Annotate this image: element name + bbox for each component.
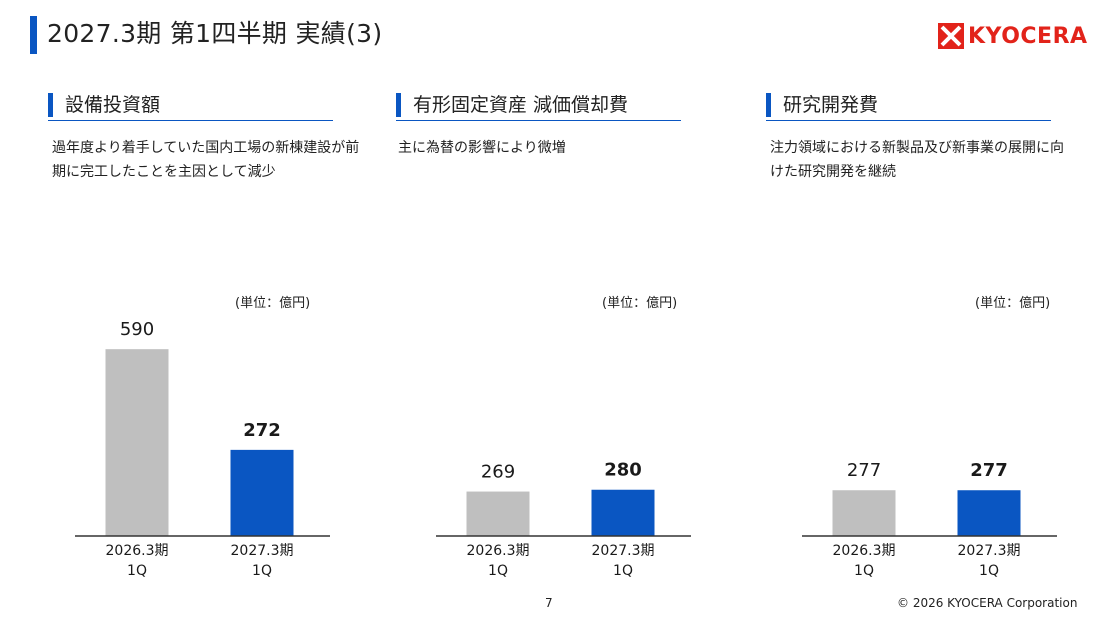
section-description-capex: 過年度より着手していた国内工場の新棟建設が前期に完工したことを主因として減少 xyxy=(52,140,360,180)
chart-depreciation: 269 2026.3期 1Q 280 2027.3期 1Q xyxy=(436,460,691,579)
copyright: © 2026 KYOCERA Corporation xyxy=(897,596,1078,610)
unit-label-capex: (単位：億円) xyxy=(235,296,311,311)
unit-label-depreciation: (単位：億円) xyxy=(602,296,678,311)
section-header-rnd: 研究開発費 xyxy=(766,90,1051,121)
category-label: 1Q xyxy=(854,563,874,579)
category-label: 1Q xyxy=(613,563,633,579)
category-label: 2026.3期 xyxy=(467,543,530,559)
title-accent-bar xyxy=(30,16,37,54)
section-title-capex: 設備投資額 xyxy=(65,94,161,116)
data-label: 277 xyxy=(847,460,881,481)
category-label: 2027.3期 xyxy=(592,543,655,559)
page-number: 7 xyxy=(545,596,553,610)
data-label: 269 xyxy=(481,462,515,483)
bar-current-year xyxy=(591,489,655,536)
bar-current-year xyxy=(230,449,294,536)
unit-label-rnd: (単位：億円) xyxy=(975,296,1051,311)
bar-prior-year xyxy=(105,349,169,536)
category-label: 2027.3期 xyxy=(231,543,294,559)
chart-capex: 590 2026.3期 1Q 272 2027.3期 1Q xyxy=(75,319,330,579)
bar-prior-year xyxy=(832,490,896,536)
section-title-depreciation: 有形固定資産 減価償却費 xyxy=(413,94,629,116)
category-label: 2026.3期 xyxy=(106,543,169,559)
category-label: 1Q xyxy=(979,563,999,579)
section-title-rnd: 研究開発費 xyxy=(783,94,879,116)
category-label: 1Q xyxy=(127,563,147,579)
category-label: 2026.3期 xyxy=(833,543,896,559)
data-label: 272 xyxy=(243,420,281,441)
section-header-depreciation: 有形固定資産 減価償却費 xyxy=(396,90,681,121)
logo-text: KYOCERA xyxy=(968,23,1088,49)
category-label: 1Q xyxy=(488,563,508,579)
bar-prior-year xyxy=(466,491,530,536)
section-accent-bar xyxy=(48,93,53,117)
section-header-capex: 設備投資額 xyxy=(48,90,333,121)
kyocera-logo: KYOCERA xyxy=(938,20,1088,52)
data-label: 280 xyxy=(604,460,642,481)
data-label: 590 xyxy=(120,319,154,340)
page-title: 2027.3期 第1四半期 実績(3) xyxy=(47,19,383,48)
bar-current-year xyxy=(957,490,1021,536)
section-description-depreciation: 主に為替の影響により微増 xyxy=(398,140,566,156)
kyocera-logo-icon xyxy=(938,23,964,49)
data-label: 277 xyxy=(970,460,1008,481)
section-description-rnd: 注力領域における新製品及び新事業の展開に向けた研究開発を継続 xyxy=(770,140,1064,180)
category-label: 2027.3期 xyxy=(958,543,1021,559)
section-accent-bar xyxy=(766,93,771,117)
chart-rnd: 277 2026.3期 1Q 277 2027.3期 1Q xyxy=(802,460,1057,579)
section-accent-bar xyxy=(396,93,401,117)
category-label: 1Q xyxy=(252,563,272,579)
